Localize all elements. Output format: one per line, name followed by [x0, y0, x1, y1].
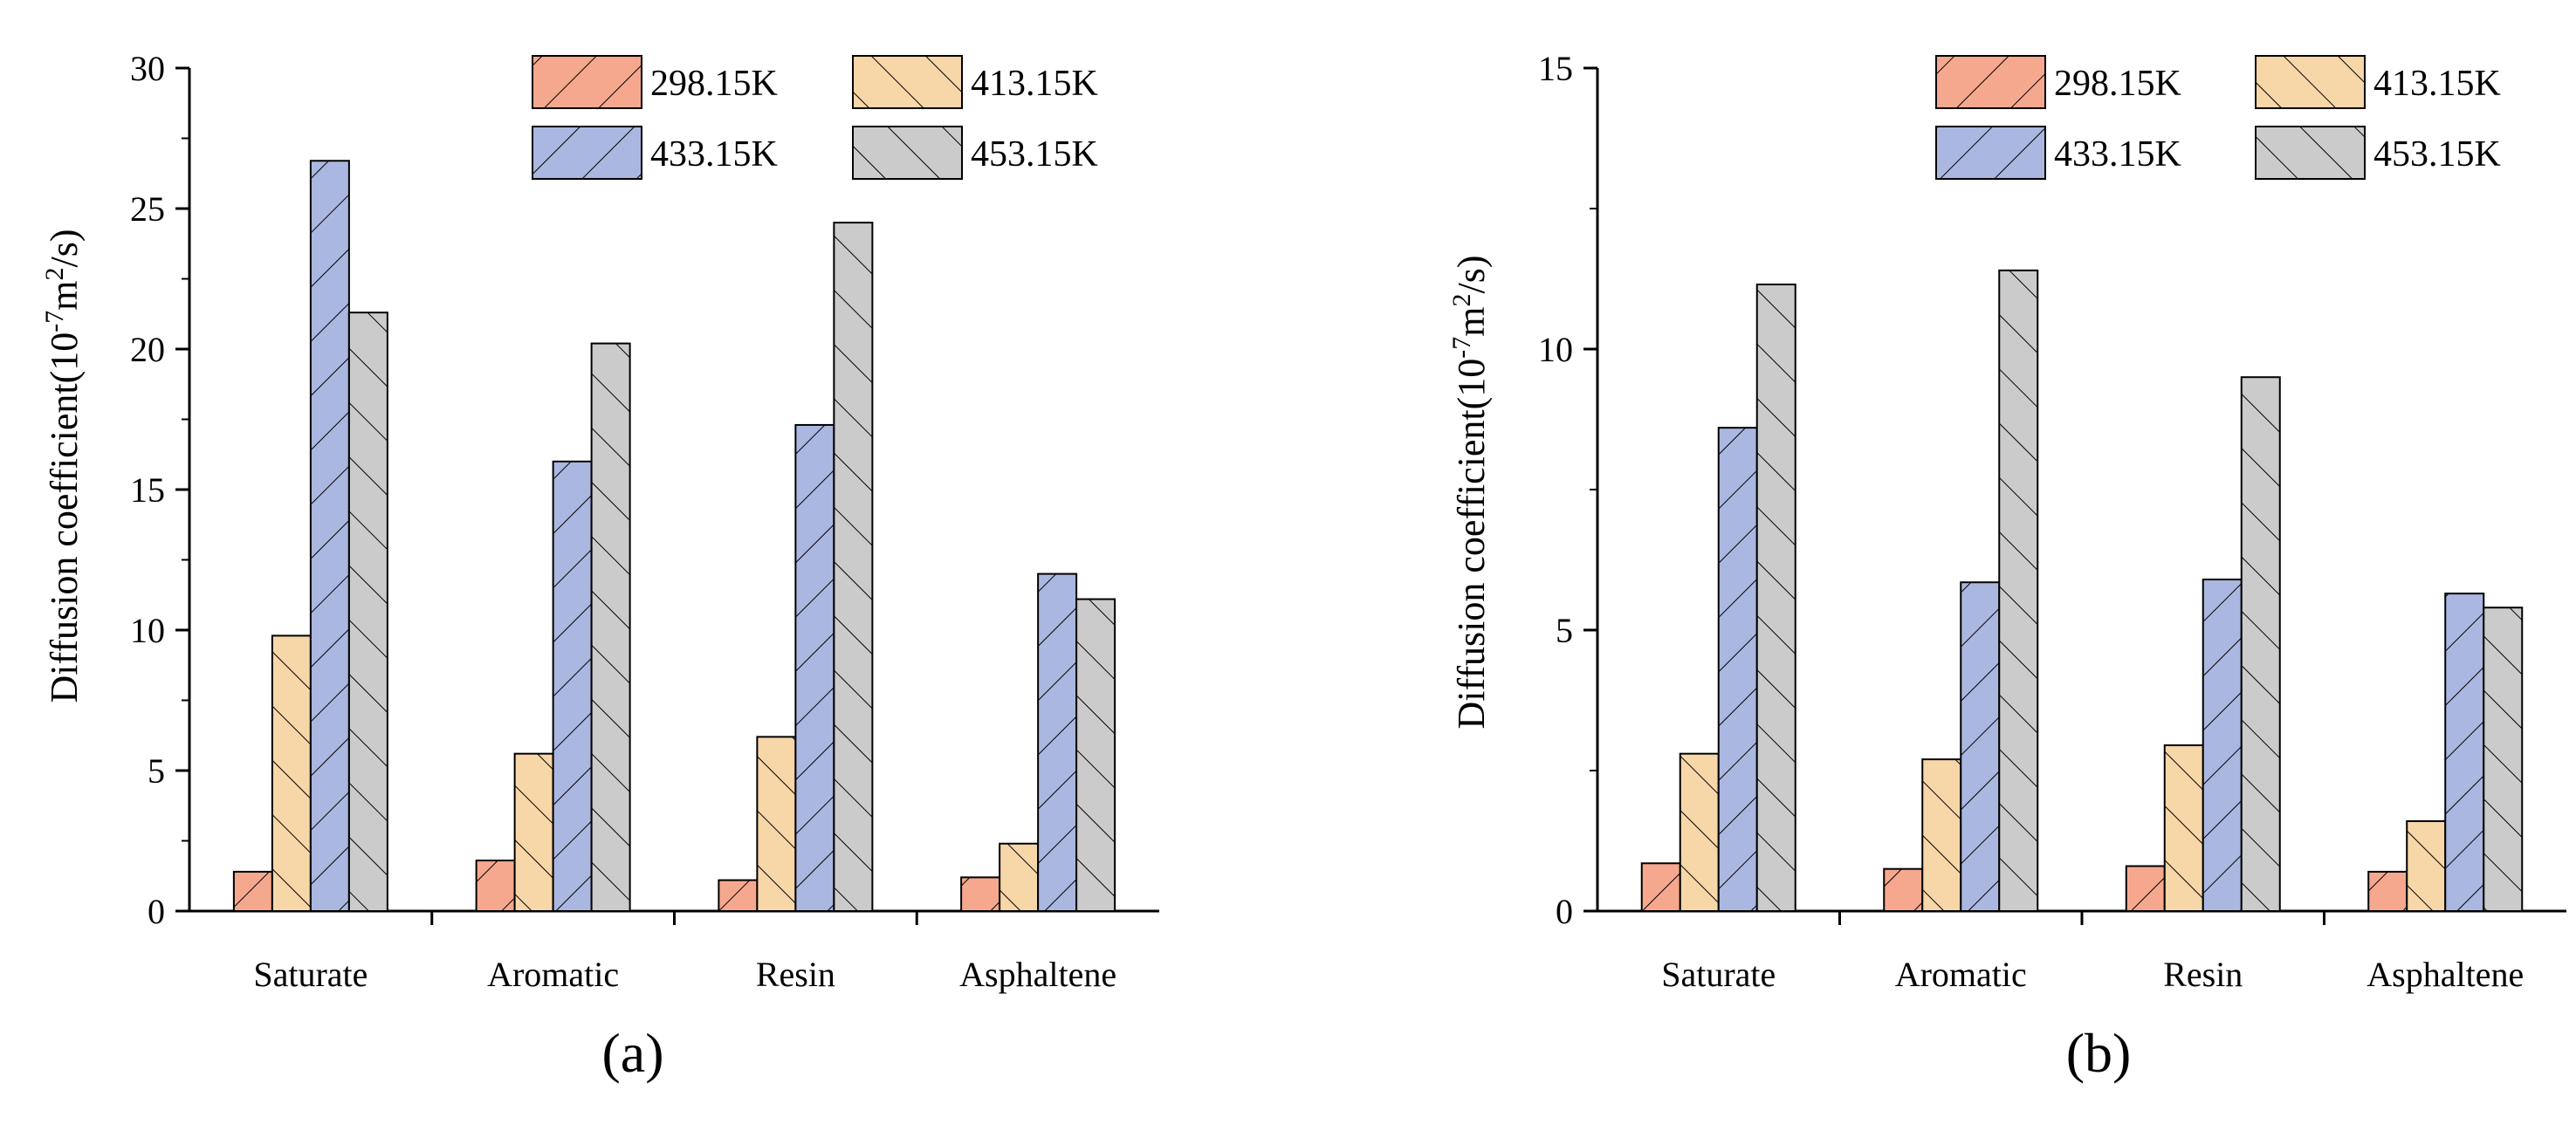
bar: [1883, 867, 1924, 913]
y-axis-title: Diffusion coefficient(10-7m2/s): [40, 229, 86, 702]
legend-entry: 298.15K: [1935, 55, 2181, 109]
x-tick-label: Asphaltene: [2366, 955, 2524, 994]
bar: [756, 736, 797, 912]
legend-entry: 453.15K: [2255, 126, 2501, 180]
x-tick-label: Resin: [756, 955, 835, 994]
legend-label: 413.15K: [2373, 64, 2501, 104]
bar: [1717, 427, 1758, 913]
bar: [833, 222, 874, 913]
bar: [794, 423, 835, 912]
x-tick-label: Asphaltene: [959, 955, 1116, 994]
x-tick-label: Aromatic: [1895, 955, 2027, 994]
y-tick-label: 10: [1538, 330, 1573, 369]
bar: [309, 160, 350, 912]
legend-label: 433.15K: [650, 134, 778, 175]
x-tick-label: Aromatic: [487, 955, 619, 994]
y-tick-label: 10: [130, 611, 165, 650]
bar: [271, 634, 312, 912]
bar: [2444, 593, 2485, 912]
legend-label: 298.15K: [650, 64, 778, 104]
y-tick-label: 5: [148, 751, 165, 791]
panel-label-b: (b): [2066, 1022, 2132, 1084]
panel-label-a: (a): [601, 1022, 663, 1084]
legend-entry: 453.15K: [852, 126, 1098, 180]
bar: [590, 342, 631, 912]
x-tick-label: Resin: [2163, 955, 2243, 994]
legend-label: 453.15K: [971, 134, 1098, 175]
bar: [1755, 283, 1796, 912]
y-tick-label: 0: [148, 892, 165, 931]
legend-label: 298.15K: [2054, 64, 2181, 104]
bar: [513, 752, 554, 912]
chart-panel-a: 0 5 10 15 20 25 30 Saturate Aromatic Resin Asphalt…: [40, 49, 1159, 1084]
x-tick-label: Saturate: [253, 955, 368, 994]
legend-entry: 413.15K: [852, 55, 1098, 109]
y-tick-label: 5: [1556, 611, 1573, 650]
y-tick-label: 30: [130, 49, 165, 88]
legend-label: 413.15K: [971, 64, 1098, 104]
y-axis-title: Diffusion coefficient(10-7m2/s): [1447, 255, 1493, 729]
bar: [1640, 862, 1681, 913]
bar: [2202, 579, 2243, 912]
y-tick-label: 20: [130, 330, 165, 369]
y-tick-label: 15: [130, 470, 165, 510]
bar: [347, 312, 388, 912]
bar: [1679, 752, 1720, 912]
legend-label: 453.15K: [2373, 134, 2501, 175]
y-tick-label: 25: [130, 189, 165, 229]
legend-entry: 413.15K: [2255, 55, 2501, 109]
bar: [2406, 819, 2447, 913]
bar: [2483, 607, 2524, 912]
bar: [552, 460, 593, 912]
bar: [1998, 269, 2039, 912]
bar: [1037, 572, 1078, 912]
bar: [1075, 598, 1116, 913]
bar: [1960, 581, 2001, 912]
bar: [232, 870, 273, 912]
bar: [999, 842, 1040, 912]
legend-entry: 298.15K: [532, 55, 778, 109]
legend-entry: 433.15K: [1935, 126, 2181, 180]
legend-label: 433.15K: [2054, 134, 2181, 175]
bar: [475, 860, 516, 912]
bar: [2125, 865, 2166, 912]
bar: [2367, 870, 2408, 912]
bar: [2240, 376, 2281, 912]
bar: [2163, 744, 2204, 913]
y-tick-label: 0: [1556, 892, 1573, 931]
legend-entry: 433.15K: [532, 126, 778, 180]
y-tick-label: 15: [1538, 49, 1573, 88]
bar: [1921, 758, 1962, 912]
x-tick-label: Saturate: [1661, 955, 1776, 994]
bar: [718, 879, 759, 913]
chart-panel-b: 0 5 10 15 Saturate Aromatic Resin Asphaltene 29…: [1447, 49, 2566, 1084]
bar: [960, 876, 1001, 912]
